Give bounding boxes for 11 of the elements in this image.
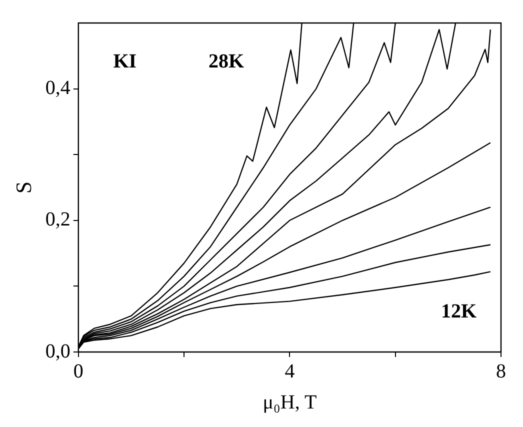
- annotation: KI: [113, 50, 137, 73]
- y-tick-label: 0,4: [45, 77, 70, 100]
- x-tick-label: 0: [73, 360, 84, 382]
- y-tick-label: 0,2: [45, 208, 70, 231]
- x-tick-label: 8: [496, 360, 506, 382]
- x-axis-title: μ₀H, T: [262, 391, 317, 414]
- y-axis-title: S: [10, 181, 36, 194]
- y-tick-label: 0,0: [45, 340, 70, 362]
- x-tick-label: 4: [284, 360, 295, 382]
- annotation: 12K: [440, 300, 477, 323]
- annotation: 28K: [208, 50, 245, 73]
